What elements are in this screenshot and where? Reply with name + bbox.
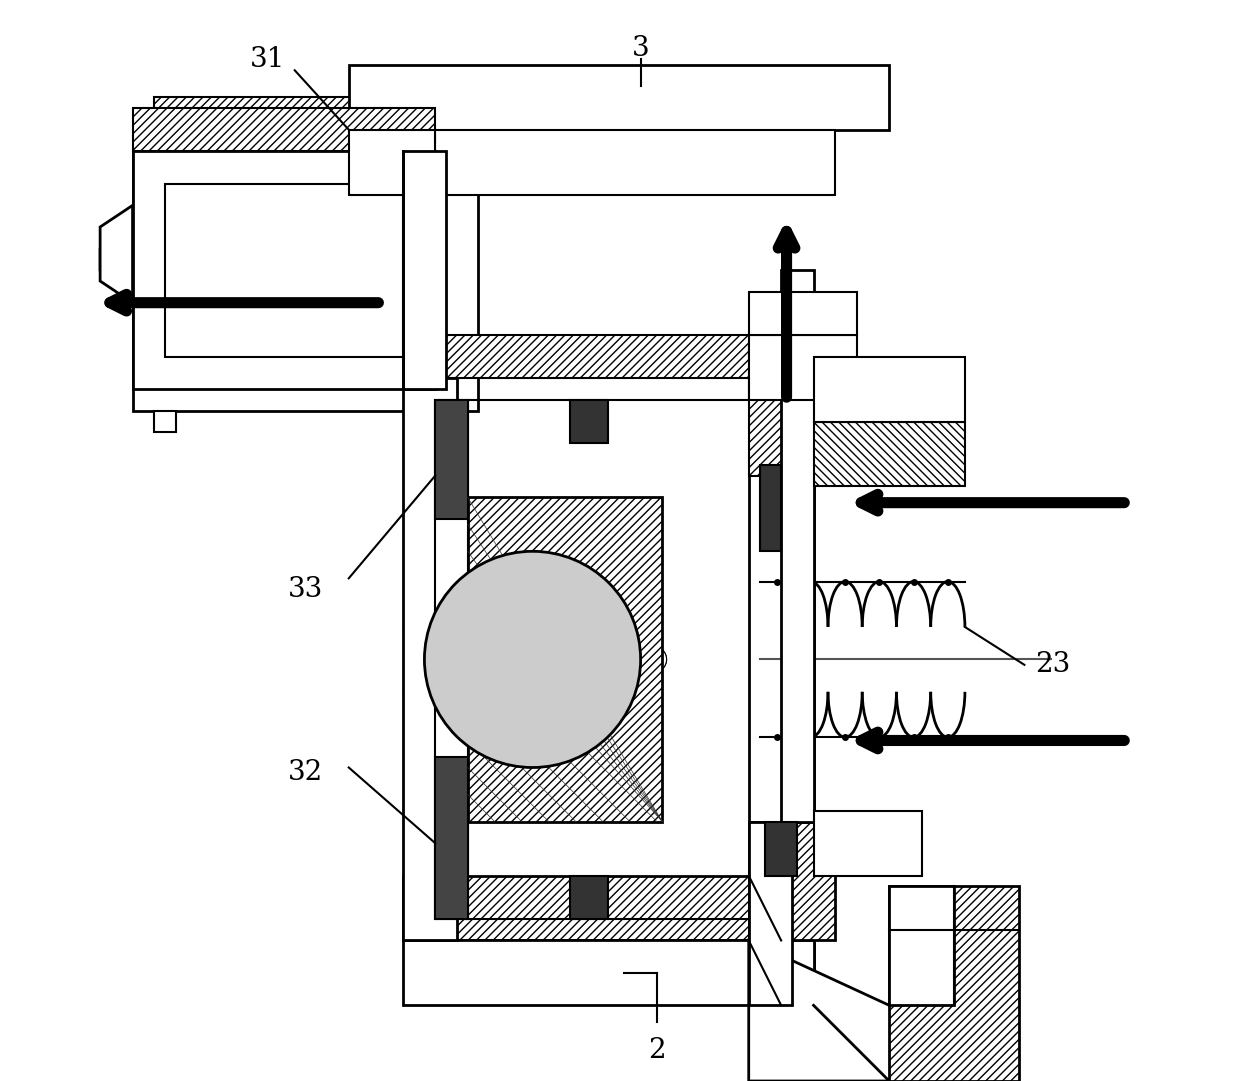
Circle shape (621, 712, 647, 738)
Bar (402, 151, 446, 389)
Polygon shape (100, 227, 132, 303)
Circle shape (503, 526, 529, 552)
Bar (402, 876, 813, 940)
Bar (765, 822, 797, 876)
Polygon shape (468, 497, 662, 822)
Bar (760, 465, 781, 551)
Bar (749, 292, 857, 335)
Bar (749, 335, 857, 400)
Bar (402, 130, 836, 195)
Bar (132, 108, 436, 151)
Bar (132, 151, 478, 411)
Circle shape (621, 580, 647, 606)
Bar (349, 130, 436, 195)
Bar (402, 940, 813, 1005)
Text: 23: 23 (1035, 652, 1071, 678)
Bar (402, 378, 457, 940)
Bar (571, 876, 608, 919)
Circle shape (425, 551, 640, 768)
Bar (571, 400, 608, 443)
Bar (813, 357, 964, 422)
Polygon shape (436, 400, 468, 519)
Bar (349, 65, 889, 130)
Circle shape (569, 536, 595, 562)
Polygon shape (155, 411, 176, 432)
Bar (436, 400, 468, 919)
Bar (781, 270, 813, 822)
Bar (889, 886, 954, 1005)
Bar (749, 335, 813, 940)
Bar (402, 335, 813, 378)
Text: 32: 32 (288, 760, 323, 786)
Circle shape (503, 766, 529, 792)
Polygon shape (100, 205, 132, 303)
Bar (165, 184, 402, 357)
Text: 31: 31 (250, 46, 286, 72)
Bar (889, 886, 1019, 1081)
Circle shape (441, 555, 467, 580)
Circle shape (640, 646, 666, 672)
Bar (749, 346, 836, 476)
Bar (155, 97, 457, 130)
Polygon shape (749, 940, 813, 1005)
Polygon shape (436, 757, 468, 919)
Bar (132, 151, 436, 389)
Circle shape (640, 646, 666, 672)
Bar (749, 822, 836, 940)
Bar (813, 811, 921, 876)
Circle shape (569, 757, 595, 783)
Bar (402, 86, 836, 130)
Bar (749, 822, 792, 1005)
Text: 3: 3 (631, 36, 650, 62)
Circle shape (441, 738, 467, 764)
Circle shape (404, 612, 430, 638)
Bar (813, 422, 964, 486)
Text: 33: 33 (288, 576, 323, 602)
Text: 2: 2 (647, 1038, 666, 1064)
Polygon shape (749, 940, 998, 1081)
Circle shape (404, 681, 430, 707)
